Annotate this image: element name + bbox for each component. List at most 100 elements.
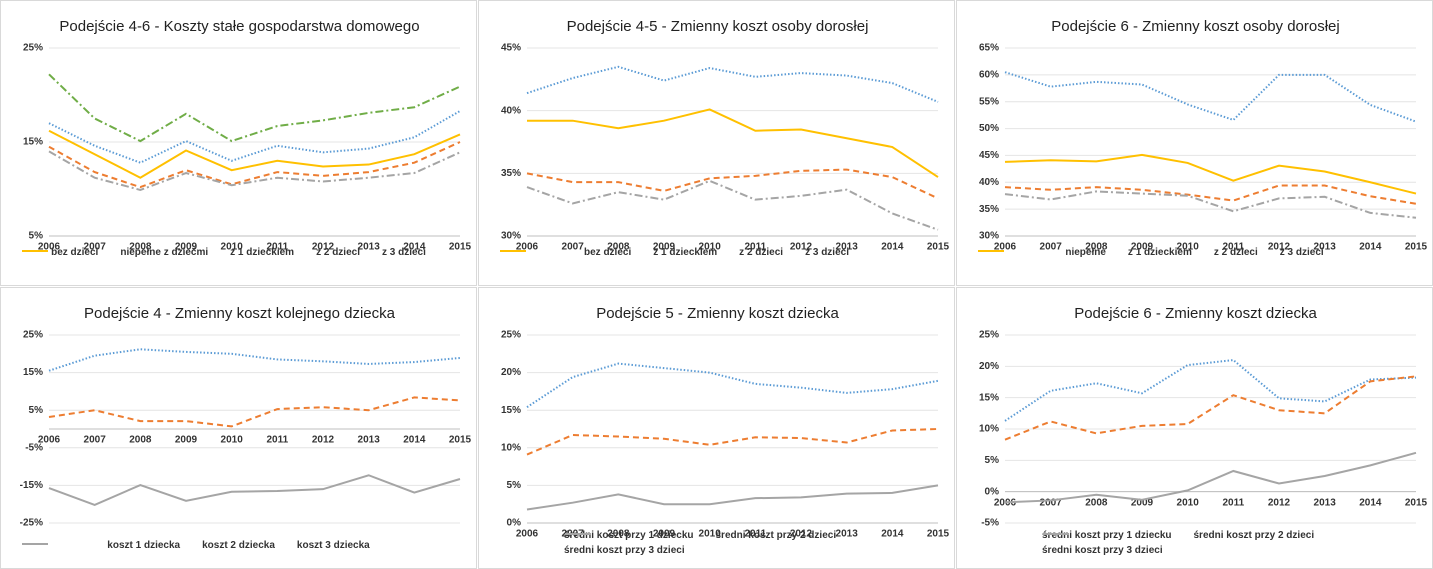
x-tick-label: 2007: [84, 435, 107, 446]
x-tick-label: 2008: [607, 242, 630, 253]
legend-item: koszt 2 dziecka: [22, 540, 275, 551]
chart-title: Podejście 6 - Zmienny koszt osoby dorosł…: [1051, 18, 1339, 35]
legend-item: koszt 3 dziecka: [22, 540, 370, 551]
chart-title: Podejście 4-6 - Koszty stałe gospodarstw…: [59, 18, 419, 35]
y-tick-label: 45%: [979, 150, 999, 161]
x-tick-label: 2013: [1314, 242, 1337, 253]
y-tick-label: 25%: [979, 330, 999, 341]
data-line: [48, 396, 461, 428]
data-line: [48, 141, 461, 189]
y-tick-label: 25%: [501, 330, 521, 341]
data-line: [1004, 184, 1417, 205]
x-tick-label: 2015: [1405, 497, 1428, 508]
x-tick-label: 2014: [403, 435, 426, 446]
x-tick-label: 2011: [1222, 497, 1244, 508]
legend-label: bez dzieci: [51, 247, 99, 258]
legend-label: z 2 dzieci: [1213, 247, 1258, 258]
x-tick-label: 2011: [744, 242, 766, 253]
chart: Podejście 4 - Zmienny koszt kolejnego dz…: [20, 305, 472, 529]
legend-item: niepełne z dziećmi: [22, 247, 209, 258]
legend-item: z 3 dzieci: [22, 247, 426, 258]
legend: bez dzieci niepełne z dziećmi z 1 dzieckie…: [21, 247, 456, 258]
data-line: [48, 150, 461, 191]
x-tick-label: 2014: [403, 242, 426, 253]
legend-label: średni koszt przy 3 dzieci: [1042, 545, 1163, 556]
x-tick-label: 2012: [790, 242, 813, 253]
x-tick-label: 2015: [449, 435, 472, 446]
legend-label: koszt 1 dziecka: [107, 540, 181, 551]
chart-panel: Podejście 4-6 - Koszty stałe gospodarstw…: [0, 0, 477, 286]
data-line: [526, 428, 939, 456]
chart: Podejście 4-5 - Zmienny koszt osoby doro…: [501, 18, 950, 253]
data-line: [526, 168, 939, 200]
chart: Podejście 6 - Zmienny koszt osoby dorosł…: [979, 18, 1428, 253]
x-tick-label: 2015: [449, 242, 472, 253]
x-tick-label: 2009: [653, 242, 676, 253]
data-line: [48, 474, 461, 507]
x-tick-label: 2007: [84, 242, 107, 253]
y-tick-label: 60%: [979, 69, 999, 80]
x-tick-label: 2012: [1268, 242, 1291, 253]
legend-label: z 1 dzieckiem: [1127, 247, 1192, 258]
legend-item: średni koszt przy 3 dzieci: [1042, 533, 1163, 556]
y-tick-label: 20%: [979, 361, 999, 372]
y-tick-label: 55%: [979, 96, 999, 107]
y-tick-label: 50%: [979, 123, 999, 134]
y-tick-label: 35%: [979, 204, 999, 215]
x-tick-label: 2012: [312, 242, 335, 253]
legend-label: z 2 dzieci: [316, 247, 360, 258]
x-tick-label: 2012: [312, 435, 335, 446]
data-line: [48, 348, 461, 372]
x-tick-label: 2006: [516, 242, 539, 253]
legend-label: niepełne: [1065, 247, 1106, 258]
legend-item: bez dzieci: [22, 247, 99, 258]
x-tick-label: 2013: [1314, 497, 1337, 508]
legend-item: bez dzieci: [500, 247, 631, 258]
y-tick-label: 40%: [501, 105, 521, 116]
y-tick-label: 15%: [23, 367, 43, 378]
y-tick-label: 5%: [507, 480, 522, 491]
y-tick-label: 5%: [29, 405, 44, 416]
x-tick-label: 2012: [790, 529, 813, 540]
data-line: [1004, 359, 1417, 422]
data-line: [48, 129, 461, 179]
x-tick-label: 2010: [221, 435, 244, 446]
data-line: [1004, 71, 1417, 123]
x-tick-label: 2008: [129, 435, 152, 446]
legend-item: z 1 dzieckiem: [978, 247, 1192, 258]
legend-item: niepełne: [978, 247, 1106, 258]
x-tick-label: 2010: [1177, 497, 1200, 508]
x-tick-label: 2006: [38, 242, 61, 253]
x-tick-label: 2009: [1131, 242, 1154, 253]
legend-item: średni koszt przy 2 dzieci: [565, 530, 836, 541]
x-tick-label: 2013: [836, 242, 859, 253]
x-tick-label: 2008: [129, 242, 152, 253]
x-tick-label: 2006: [516, 529, 539, 540]
legend-label: niepełne z dziećmi: [120, 247, 209, 258]
x-tick-label: 2009: [1131, 497, 1154, 508]
data-line: [1004, 190, 1417, 219]
legend-label: z 1 dzieckiem: [230, 247, 295, 258]
legend: średni koszt przy 1 dziecku średni koszt …: [1042, 530, 1412, 556]
legend-label: średni koszt przy 1 dziecku: [564, 530, 694, 541]
y-tick-label: 20%: [501, 367, 521, 378]
x-tick-label: 2013: [358, 242, 381, 253]
chart-title: Podejście 4 - Zmienny koszt kolejnego dz…: [84, 305, 396, 322]
chart-panel: Podejście 5 - Zmienny koszt dziecka 0% 5% 1…: [478, 287, 955, 569]
x-tick-label: 2011: [266, 242, 288, 253]
legend-label: z 3 dzieci: [805, 247, 849, 258]
x-tick-label: 2007: [562, 242, 585, 253]
legend: średni koszt przy 1 dziecku średni koszt …: [564, 530, 934, 556]
x-tick-label: 2015: [1405, 242, 1428, 253]
y-tick-label: 45%: [501, 43, 521, 54]
y-tick-label: 25%: [23, 43, 43, 54]
legend-label: średni koszt przy 1 dziecku: [1042, 530, 1172, 541]
legend-item: z 1 dzieckiem: [22, 247, 295, 258]
x-tick-label: 2011: [744, 529, 766, 540]
y-tick-label: 30%: [501, 231, 521, 242]
x-tick-label: 2008: [1085, 242, 1108, 253]
x-tick-label: 2006: [38, 435, 61, 446]
legend-label: z 3 dzieci: [381, 247, 426, 258]
x-tick-label: 2013: [836, 529, 859, 540]
y-tick-label: 30%: [979, 231, 999, 242]
